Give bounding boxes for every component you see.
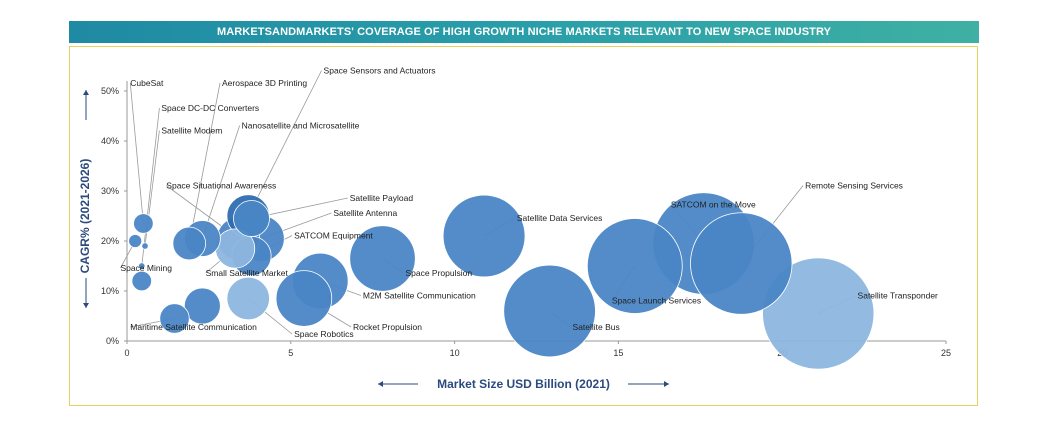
bubble-space-dc-dc-converters — [138, 262, 146, 270]
label-satcom-on-the-move: SATCOM on the Move — [671, 200, 756, 210]
x-arrow-right-head — [664, 381, 669, 387]
label-remote-sensing-services: Remote Sensing Services — [805, 181, 903, 191]
bubble-cubesat — [133, 213, 154, 234]
bubble-space-launch-services — [586, 218, 683, 314]
label-space-situational-awareness: Space Situational Awareness — [166, 181, 276, 191]
bubble-aerospace-3d-printing — [172, 226, 207, 261]
bubble-satellite — [131, 270, 152, 292]
bubble-rocket-propulsion — [275, 270, 333, 327]
label-space-mining: Space Mining — [120, 263, 172, 273]
bubble-satellite-data-services — [442, 194, 526, 278]
bubble-remote-sensing-services — [690, 212, 793, 315]
bubble-space-propulsion — [349, 225, 416, 292]
y-arrow-up-head — [83, 90, 89, 95]
x-tick-label: 10 — [450, 348, 460, 358]
label-satellite-bus: Satellite Bus — [573, 322, 620, 332]
label-small-satellite-market: Small Satellite Market — [206, 268, 289, 278]
x-tick-label: 5 — [288, 348, 293, 358]
bubble-space-mining — [128, 234, 143, 248]
label-m2m-satellite-communication: M2M Satellite Communication — [363, 291, 476, 301]
y-tick-label: 20% — [101, 236, 119, 246]
bubble-satellite-payload — [233, 200, 270, 237]
label-space-propulsion: Space Propulsion — [405, 268, 472, 278]
y-tick-label: 40% — [101, 136, 119, 146]
leader-aerospace-3d-printing — [188, 82, 221, 244]
leader-space-dc-dc-converters — [141, 107, 160, 267]
bubble-space-robotics — [226, 276, 270, 321]
label-satellite-payload: Satellite Payload — [350, 193, 414, 203]
x-tick-label: 15 — [613, 348, 623, 358]
x-axis-title: Market Size USD Billion (2021) — [437, 377, 610, 391]
bubble-satellite-bus — [503, 264, 596, 358]
leader-nanosatellite-and-microsatellite — [201, 125, 241, 239]
label-space-robotics: Space Robotics — [294, 329, 354, 339]
label-satellite-antenna: Satellite Antenna — [333, 208, 397, 218]
label-satellite-transponder: Satellite Transponder — [858, 291, 938, 301]
chart-title-banner: MARKETSANDMARKETS' COVERAGE OF HIGH GROW… — [69, 21, 979, 43]
y-axis-title: CAGR% (2021-2026) — [78, 159, 92, 274]
label-nanosatellite-and-microsatellite: Nanosatellite and Microsatellite — [242, 121, 360, 131]
label-rocket-propulsion: Rocket Propulsion — [353, 322, 422, 332]
y-tick-label: 50% — [101, 86, 119, 96]
bubble-maritime-satellite-communication — [159, 303, 190, 334]
label-satellite-data-services: Satellite Data Services — [517, 213, 603, 223]
label-maritime-satellite-communication: Maritime Satellite Communication — [130, 322, 257, 332]
bubbles — [128, 192, 875, 370]
y-tick-label: 10% — [101, 286, 119, 296]
leader-cubesat — [129, 82, 144, 224]
bubble-labels: CubeSat Space DC-DC Converters Satellite M… — [120, 66, 938, 340]
label-space-dc-dc-converters: Space DC-DC Converters — [161, 103, 259, 113]
y-tick-label: 0% — [106, 336, 119, 346]
x-tick-label: 25 — [941, 348, 951, 358]
chart-frame — [69, 46, 978, 406]
bubble-satellite-modem — [141, 242, 149, 250]
label-space-launch-services: Space Launch Services — [612, 296, 701, 306]
label-cubesat: CubeSat — [130, 78, 164, 88]
bubble-maritime — [183, 287, 221, 325]
label-space-sensors-and-actuators: Space Sensors and Actuators — [324, 66, 436, 76]
label-aerospace-3d-printing: Aerospace 3D Printing — [222, 78, 307, 88]
label-satellite-modem: Satellite Modem — [161, 126, 222, 136]
x-arrow-left-head — [378, 381, 383, 387]
bubble-satellite-transponder — [762, 257, 875, 370]
y-arrow-down-head — [83, 303, 89, 308]
chart-title: MARKETSANDMARKETS' COVERAGE OF HIGH GROW… — [216, 26, 832, 38]
label-satcom-equipment: SATCOM Equipment — [294, 231, 373, 241]
y-tick-label: 30% — [101, 186, 119, 196]
leader-space-sensors-and-actuators — [247, 70, 322, 217]
x-tick-label: 0 — [124, 348, 129, 358]
